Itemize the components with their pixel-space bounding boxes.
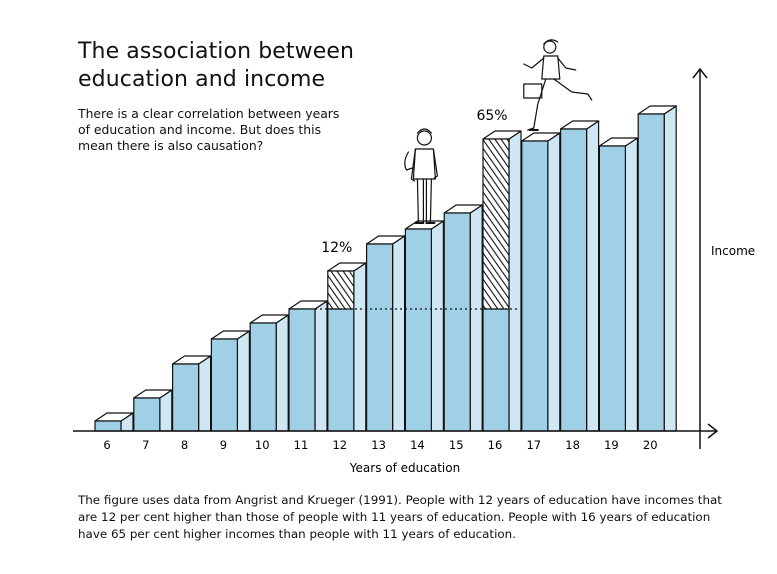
pct-label-12: 12% [321,240,352,256]
bar-19 [598,137,639,432]
bar-6 [94,412,134,432]
x-axis-label: Years of education [349,461,460,475]
x-tick-6: 6 [103,438,110,452]
chart-title: The association between education and in… [78,39,355,92]
x-tick-17: 17 [526,438,541,452]
bar-10 [249,314,289,432]
x-tick-20: 20 [643,438,658,452]
bar-8 [172,355,212,432]
bar-20 [637,105,677,432]
pct-label-16: 65% [476,108,507,124]
x-tick-18: 18 [565,438,580,452]
chart-subtitle: There is a clear correlation between yea… [78,106,340,153]
bar-7 [133,389,173,432]
bar-9 [210,330,250,432]
x-tick-15: 15 [449,438,464,452]
bar-11 [288,300,328,432]
y-axis-arrow-icon [692,67,708,79]
x-tick-13: 13 [371,438,386,452]
walking-student-icon [523,39,593,131]
bar-15 [443,204,483,432]
x-tick-11: 11 [294,438,309,452]
x-tick-19: 19 [604,438,619,452]
x-tick-8: 8 [181,438,188,452]
bar-18 [559,120,600,432]
figure-caption: The figure uses data from Angrist and Kr… [78,493,722,541]
bar-16 [482,130,522,432]
x-axis-arrow-icon [707,423,719,439]
x-tick-7: 7 [142,438,149,452]
x-tick-10: 10 [255,438,270,452]
standing-student-icon [404,128,438,224]
y-axis-label: Income [711,244,755,258]
x-tick-9: 9 [220,438,227,452]
bar-13 [366,235,406,432]
x-tick-16: 16 [488,438,503,452]
bar-14 [404,220,444,432]
bar-12 [327,262,367,432]
x-tick-12: 12 [332,438,347,452]
x-tick-14: 14 [410,438,425,452]
bar-17 [521,132,561,432]
